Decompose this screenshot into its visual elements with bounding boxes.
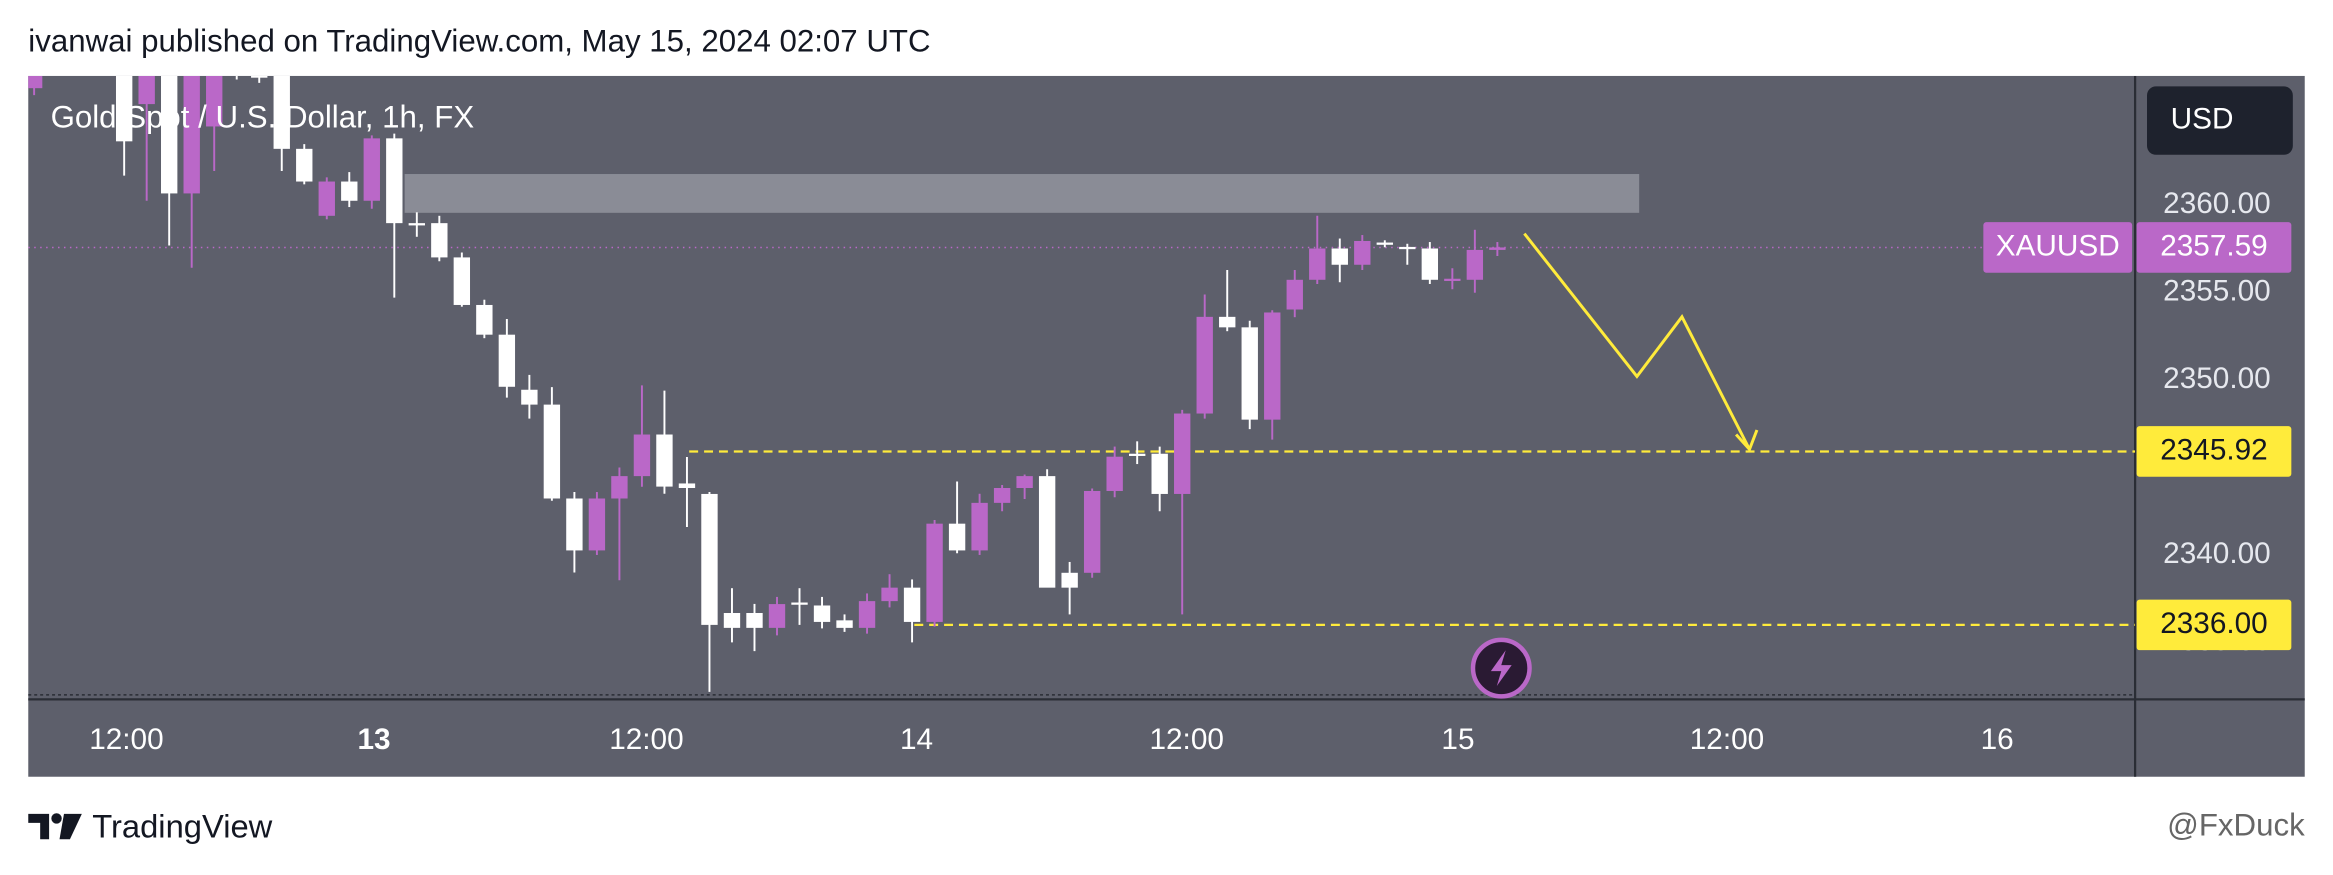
zone <box>404 174 1640 213</box>
candle-body <box>1151 453 1168 494</box>
header: ivanwai published on TradingView.com, Ma… <box>28 23 930 58</box>
candle-body <box>678 483 696 489</box>
brand-logo <box>28 813 82 840</box>
candle-body <box>1128 453 1146 456</box>
x-tick-label: 12:00 <box>1690 723 1764 756</box>
candle-body <box>791 602 808 605</box>
candle-body <box>1399 246 1416 250</box>
candle-body <box>903 587 921 622</box>
candle-body <box>1286 279 1303 310</box>
candle-body <box>1331 248 1348 265</box>
candle-body <box>881 587 898 602</box>
candle-body <box>1264 312 1281 420</box>
candle-body <box>1061 572 1078 588</box>
candle-body <box>813 605 831 622</box>
candle-body <box>701 493 718 625</box>
candle-body <box>138 75 155 105</box>
x-tick-label: 16 <box>1981 723 2014 756</box>
candle-body <box>1421 248 1439 280</box>
candle-body <box>1241 327 1258 420</box>
level-label: 2336.00 <box>2160 607 2268 640</box>
candle-body <box>971 502 988 551</box>
candle-body <box>1038 476 1056 588</box>
candle-body <box>161 75 178 194</box>
candle-body <box>1376 242 1393 245</box>
chart-title: Gold Spot / U.S. Dollar, 1h, FX <box>51 99 475 134</box>
y-tick-label: 2340.00 <box>2163 537 2271 570</box>
projection-path <box>1523 232 1751 451</box>
candle-body <box>476 304 493 335</box>
candle-body <box>926 523 943 622</box>
plot <box>28 57 2136 692</box>
candle-body <box>836 620 853 628</box>
level-label-box <box>2136 599 2292 651</box>
candle-body <box>28 75 43 89</box>
candle-body <box>768 604 786 628</box>
x-tick-label: 12:00 <box>1149 723 1223 756</box>
candle-body <box>1309 248 1326 280</box>
alert-bolt <box>1490 650 1512 686</box>
candle-body <box>1489 247 1506 250</box>
candle-body <box>251 75 268 78</box>
price-label: 2357.59 <box>2160 229 2268 262</box>
currency-button[interactable] <box>2147 86 2293 155</box>
price-label-box <box>2136 222 2292 273</box>
candle-body <box>723 613 741 628</box>
candle-body <box>611 476 628 499</box>
candle-body <box>633 434 651 477</box>
candle-body <box>521 389 538 405</box>
candle-body <box>1174 413 1191 494</box>
candle-body <box>1354 240 1371 265</box>
candle-body <box>1016 476 1033 489</box>
candle-body <box>386 138 403 224</box>
watermark: @FxDuck <box>2167 808 2305 843</box>
candle-body <box>498 334 516 387</box>
currency-label[interactable]: USD <box>2171 102 2234 135</box>
candle-body <box>858 601 876 628</box>
candle-body <box>566 498 583 551</box>
candle-body <box>1196 316 1213 414</box>
candle-body <box>1106 456 1123 491</box>
level-label-box <box>2136 426 2292 477</box>
candle-body <box>229 57 245 73</box>
candle-body <box>115 75 133 142</box>
candle-body <box>1219 316 1236 328</box>
candle-body <box>746 613 763 628</box>
candle-body <box>408 223 425 226</box>
x-tick-label: 12:00 <box>609 723 683 756</box>
x-tick-label: 14 <box>900 723 933 756</box>
candle-body <box>948 523 966 551</box>
y-tick-label: 2360.00 <box>2163 187 2271 220</box>
candle-body <box>1444 278 1461 281</box>
candle-body <box>296 148 313 182</box>
projection-arrowhead <box>1734 429 1759 453</box>
candle-body <box>656 434 673 487</box>
candle-body <box>318 181 335 216</box>
candle-body <box>341 181 358 201</box>
candle-body <box>993 488 1011 503</box>
candle-body <box>206 75 223 127</box>
candle-body <box>543 404 561 499</box>
candle-body <box>363 138 380 201</box>
y-tick-label: 2355.00 <box>2163 275 2271 308</box>
x-tick-label: 13 <box>357 723 390 756</box>
candle-body <box>1466 249 1484 280</box>
candle-body <box>273 75 290 149</box>
x-tick-label: 12:00 <box>89 723 163 756</box>
y-tick-label: 2350.00 <box>2163 362 2271 395</box>
symbol-label: XAUUSD <box>1996 229 2120 262</box>
candle-body <box>453 257 471 305</box>
candle-body <box>1083 490 1101 573</box>
level-label: 2345.92 <box>2160 433 2268 466</box>
candle-body <box>588 498 606 551</box>
x-tick-label: 15 <box>1441 723 1474 756</box>
brand: TradingView <box>92 807 272 844</box>
overlay: 2335.002340.002345.002350.002355.002360.… <box>89 187 2292 756</box>
candle-body <box>431 223 448 258</box>
candle-body <box>183 75 200 194</box>
symbol-label-box <box>1983 222 2133 273</box>
